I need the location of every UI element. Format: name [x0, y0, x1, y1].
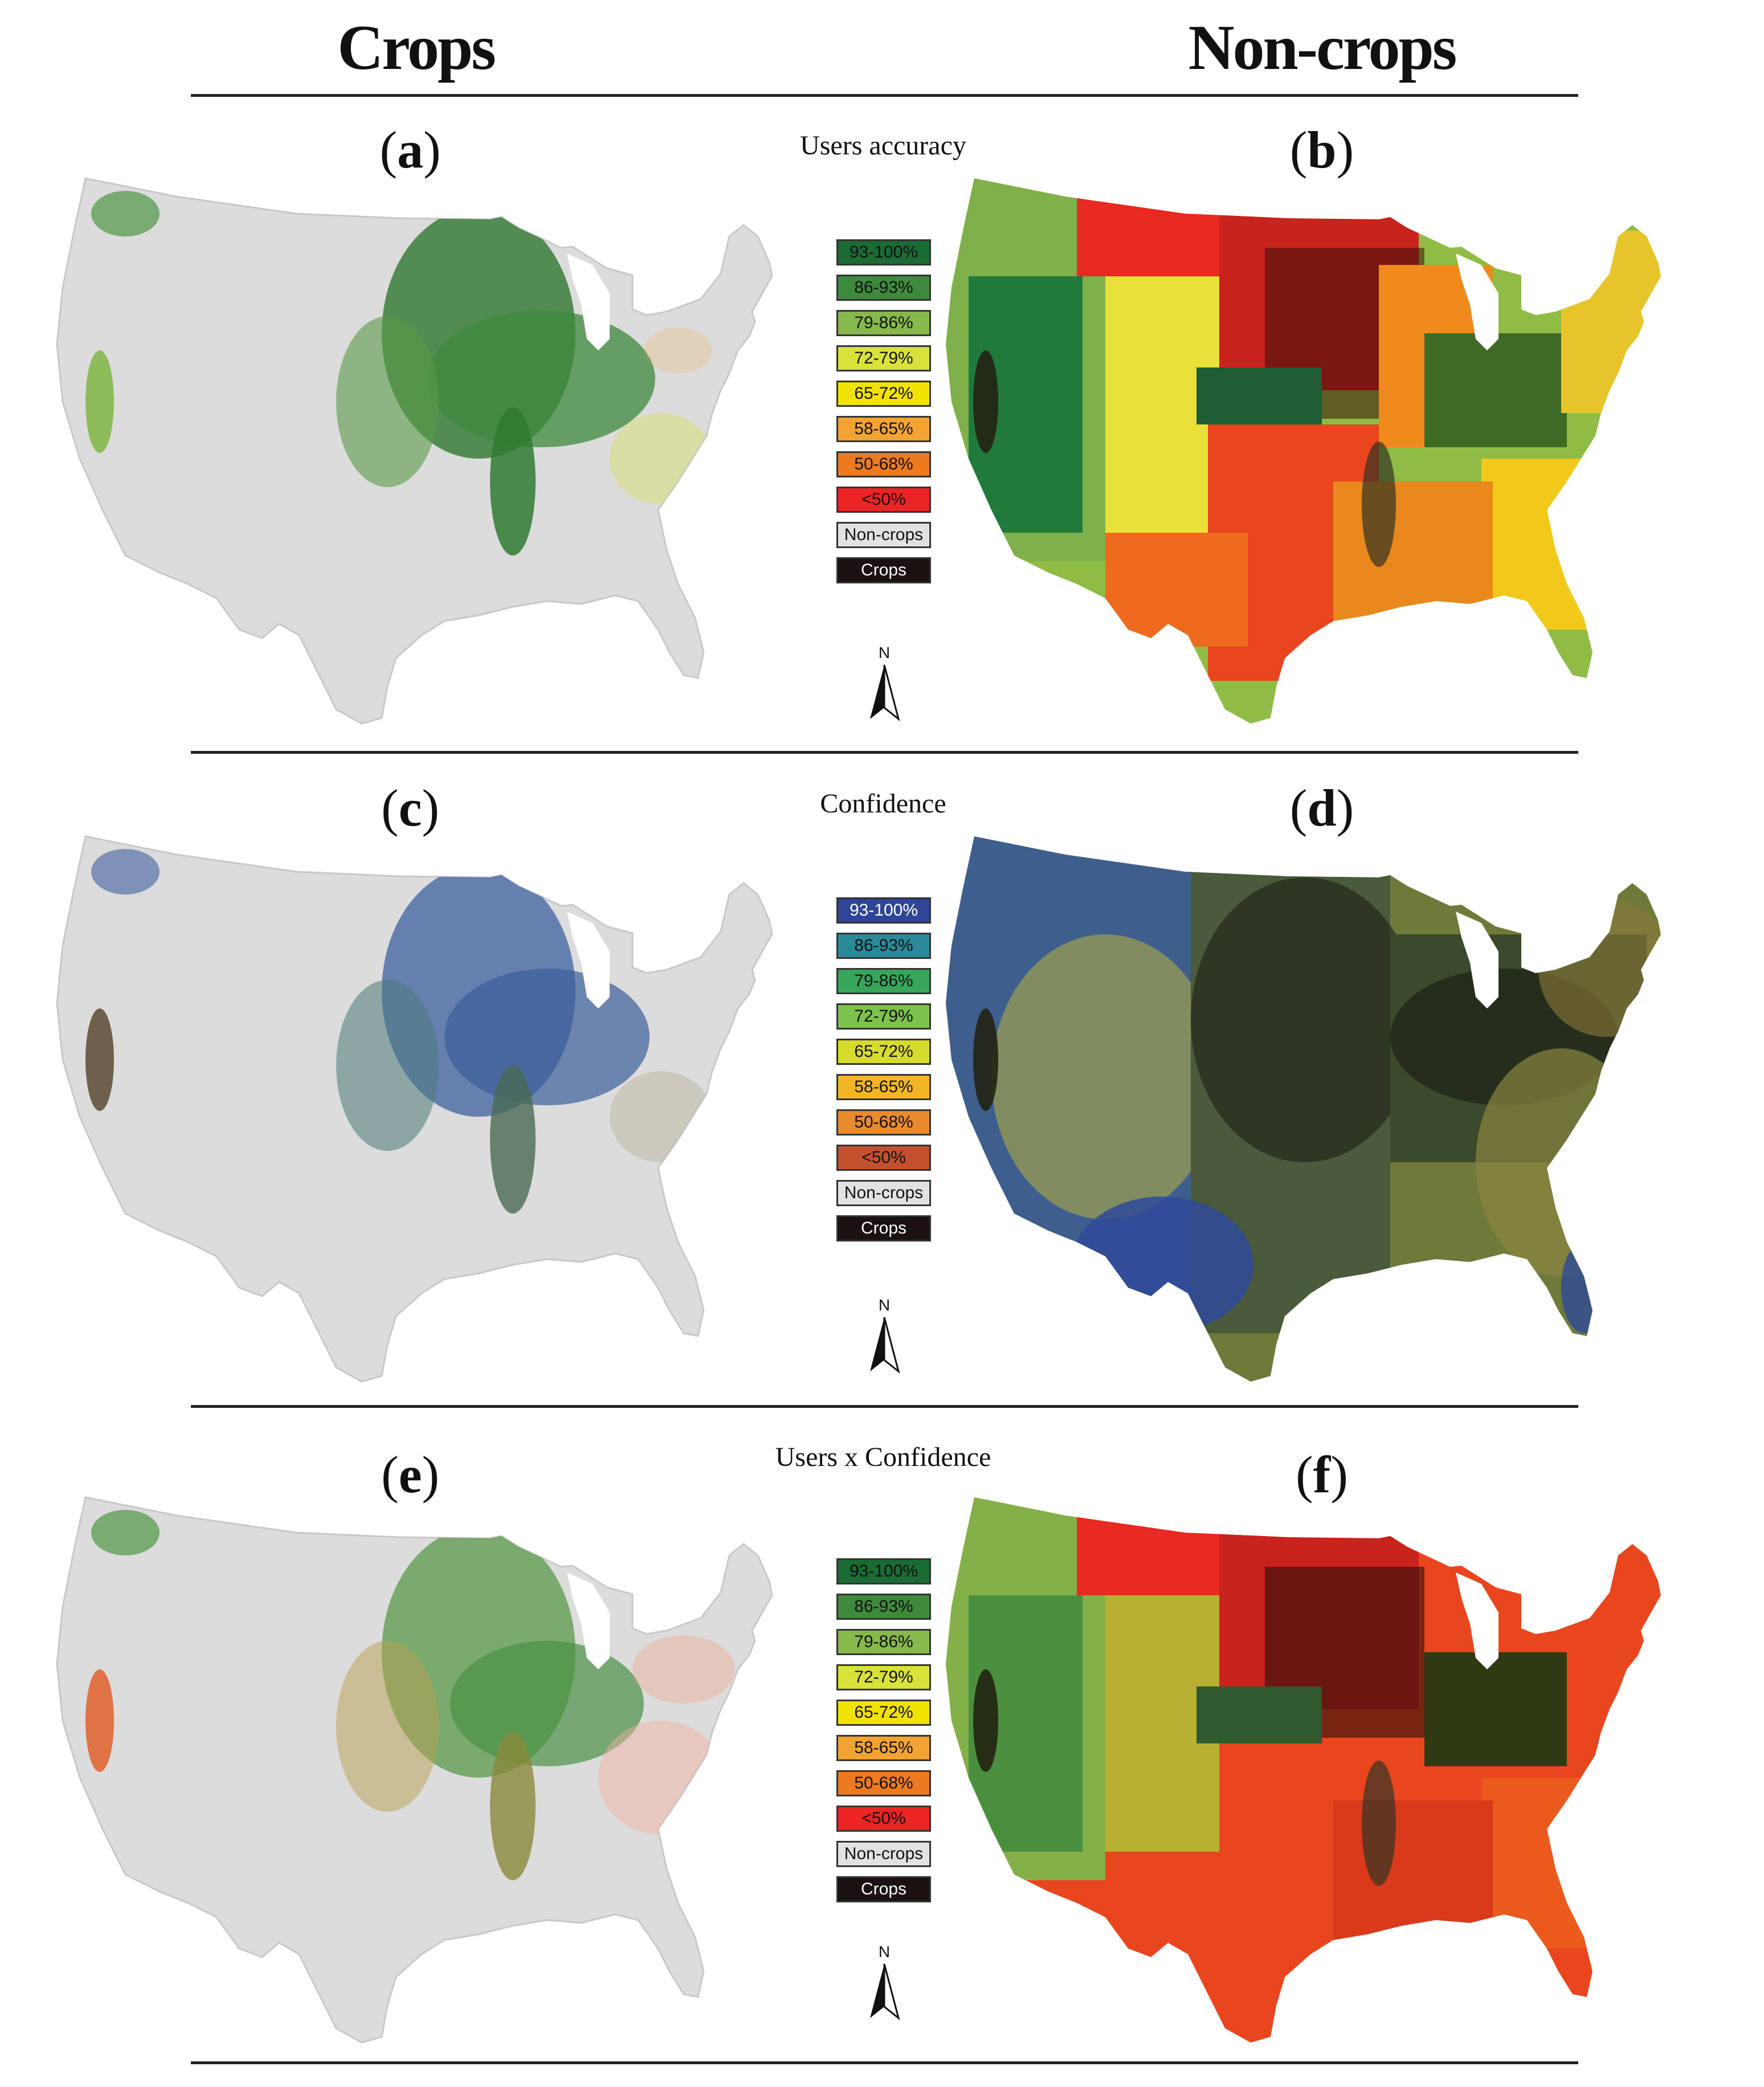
legend-item: Crops	[836, 1876, 931, 1902]
legend-item: 79-86%	[836, 1629, 931, 1655]
legend-item: Non-crops	[836, 1180, 931, 1206]
legend-item: 72-79%	[836, 345, 931, 371]
legend-item: 93-100%	[836, 1558, 931, 1584]
legend-item: 58-65%	[836, 1735, 931, 1761]
map-noncrops-users-accuracy	[934, 162, 1704, 738]
north-arrow: N	[861, 1943, 907, 2028]
legend-item: 50-68%	[836, 1770, 931, 1796]
legend-item: 65-72%	[836, 1039, 931, 1065]
north-arrow: N	[861, 644, 907, 729]
row-title-users-accuracy: Users accuracy	[800, 130, 966, 161]
legend-item: 86-93%	[836, 1594, 931, 1620]
panel-label-d: (d)	[1289, 779, 1354, 837]
legend-item: 86-93%	[836, 275, 931, 301]
legend-item: Non-crops	[836, 1841, 931, 1867]
north-arrow-icon	[870, 664, 900, 722]
legend-item: Crops	[836, 557, 931, 583]
legend-item: 79-86%	[836, 310, 931, 336]
legend-item: <50%	[836, 1806, 931, 1832]
row-title-confidence: Confidence	[820, 789, 946, 819]
legend-item: 65-72%	[836, 1700, 931, 1726]
legend-item: 79-86%	[836, 968, 931, 994]
panel-label-f: (f)	[1296, 1445, 1348, 1504]
legend-item: 50-68%	[836, 1109, 931, 1136]
row-title-users-x-confidence: Users x Confidence	[775, 1442, 991, 1472]
legend-users-accuracy: 93-100% 86-93% 79-86% 72-79% 65-72% 58-65% 50-…	[836, 239, 931, 593]
map-crops-users-x-confidence	[46, 1481, 815, 2057]
panel-label-a: (a)	[379, 121, 441, 179]
legend-item: 58-65%	[836, 1074, 931, 1100]
divider	[191, 2061, 1578, 2064]
column-heading-crops: Crops	[337, 13, 496, 83]
legend-item: 65-72%	[836, 381, 931, 407]
column-heading-noncrops: Non-crops	[1188, 13, 1457, 83]
legend-users-x-confidence: 93-100% 86-93% 79-86% 72-79% 65-72% 58-65% 50-…	[836, 1558, 931, 1912]
divider	[191, 94, 1578, 97]
north-arrow-icon	[870, 1317, 900, 1374]
legend-item: 50-68%	[836, 451, 931, 477]
legend-item: 86-93%	[836, 933, 931, 959]
legend-item: 72-79%	[836, 1664, 931, 1690]
legend-item: 58-65%	[836, 416, 931, 442]
map-noncrops-confidence	[934, 820, 1704, 1396]
map-crops-users-accuracy	[46, 162, 815, 738]
panel-label-b: (b)	[1289, 121, 1354, 179]
map-crops-confidence	[46, 820, 815, 1396]
legend-item: 93-100%	[836, 897, 931, 924]
legend-item: Crops	[836, 1215, 931, 1241]
divider	[191, 751, 1578, 754]
legend-item: <50%	[836, 1145, 931, 1171]
legend-confidence: 93-100% 86-93% 79-86% 72-79% 65-72% 58-65% 50-…	[836, 897, 931, 1251]
legend-item: <50%	[836, 487, 931, 513]
north-arrow-icon	[870, 1963, 900, 2021]
divider	[191, 1405, 1578, 1408]
panel-label-e: (e)	[381, 1445, 440, 1504]
legend-item: 93-100%	[836, 239, 931, 266]
panel-label-c: (c)	[381, 779, 440, 837]
legend-item: Non-crops	[836, 522, 931, 548]
north-arrow: N	[861, 1296, 907, 1382]
legend-item: 72-79%	[836, 1003, 931, 1030]
map-noncrops-users-x-confidence	[934, 1481, 1704, 2057]
